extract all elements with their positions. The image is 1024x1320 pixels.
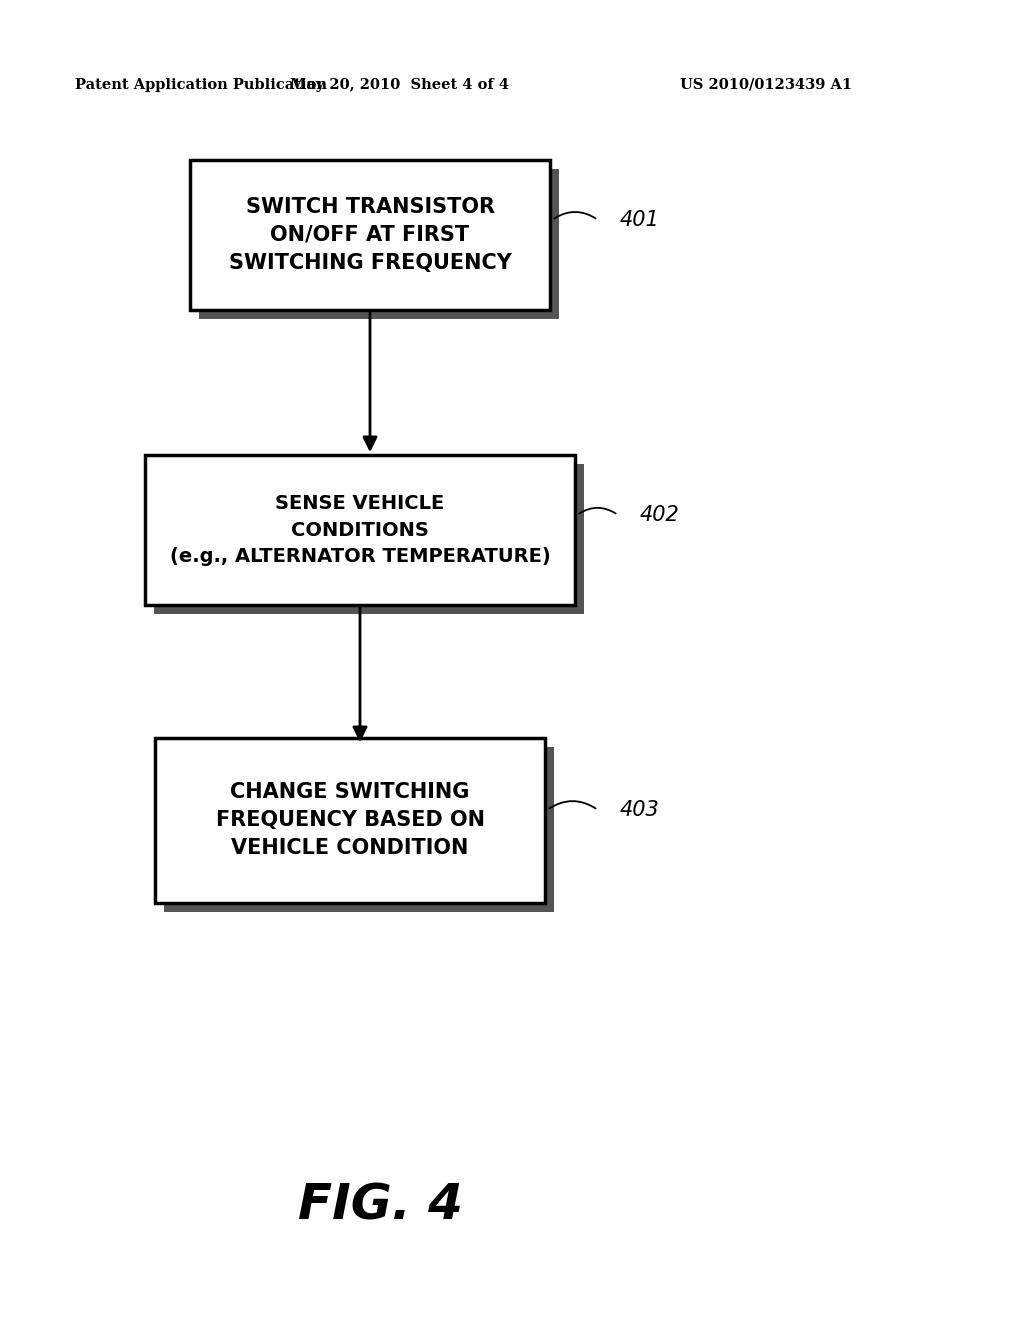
Bar: [190, 160, 550, 310]
Text: May 20, 2010  Sheet 4 of 4: May 20, 2010 Sheet 4 of 4: [291, 78, 510, 92]
Text: FIG. 4: FIG. 4: [298, 1181, 463, 1229]
Bar: [155, 738, 545, 903]
Bar: [164, 747, 554, 912]
Text: CHANGE SWITCHING
FREQUENCY BASED ON
VEHICLE CONDITION: CHANGE SWITCHING FREQUENCY BASED ON VEHI…: [215, 781, 484, 858]
Text: 402: 402: [640, 506, 680, 525]
Text: 403: 403: [620, 800, 659, 820]
Text: 401: 401: [620, 210, 659, 230]
Bar: [154, 465, 584, 614]
Text: US 2010/0123439 A1: US 2010/0123439 A1: [680, 78, 852, 92]
Text: Patent Application Publication: Patent Application Publication: [75, 78, 327, 92]
Text: SENSE VEHICLE
CONDITIONS
(e.g., ALTERNATOR TEMPERATURE): SENSE VEHICLE CONDITIONS (e.g., ALTERNAT…: [170, 494, 550, 566]
Bar: [145, 455, 575, 605]
Bar: [199, 169, 559, 319]
Text: SWITCH TRANSISTOR
ON/OFF AT FIRST
SWITCHING FREQUENCY: SWITCH TRANSISTOR ON/OFF AT FIRST SWITCH…: [228, 197, 511, 273]
